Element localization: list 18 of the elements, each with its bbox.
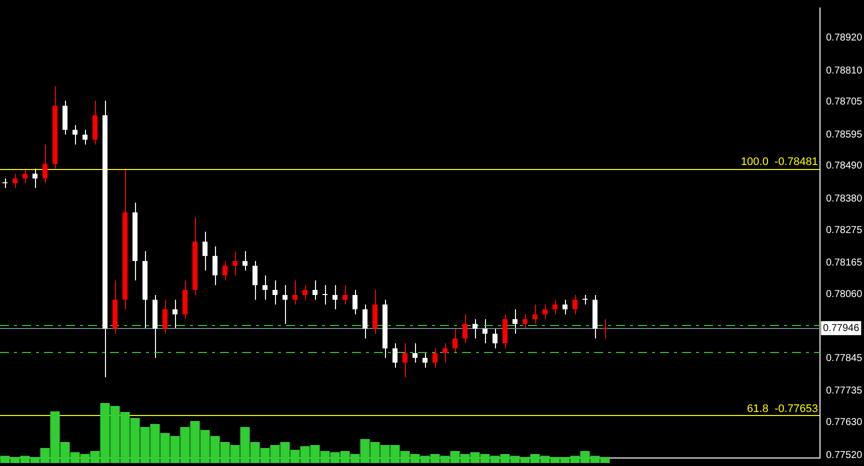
y-tick-label: 0.78810 xyxy=(826,65,863,76)
y-tick-label: 0.77520 xyxy=(826,450,863,461)
y-tick-label: 0.78490 xyxy=(826,160,863,172)
candlestick xyxy=(322,285,328,305)
y-tick-label: 0.78165 xyxy=(826,258,863,269)
y-tick-label: 0.78705 xyxy=(826,96,863,108)
y-tick-label: 0.77630 xyxy=(826,416,863,428)
y-tick-label: 0.78060 xyxy=(826,288,863,300)
annotation: 100.0 -0.78481 xyxy=(740,156,818,168)
y-tick-label: 0.77735 xyxy=(826,386,863,397)
y-tick-label: 0.77845 xyxy=(826,352,863,364)
y-tick-label: 0.78275 xyxy=(826,224,863,236)
y-tick-label: 0.78595 xyxy=(826,129,863,140)
candlestick xyxy=(602,319,608,338)
ref-line-label: 0.77946 xyxy=(823,322,860,334)
y-tick-label: 0.78920 xyxy=(826,32,863,44)
y-tick-label: 0.78380 xyxy=(826,193,863,204)
annotation: 61.8 -0.77653 xyxy=(747,402,818,415)
